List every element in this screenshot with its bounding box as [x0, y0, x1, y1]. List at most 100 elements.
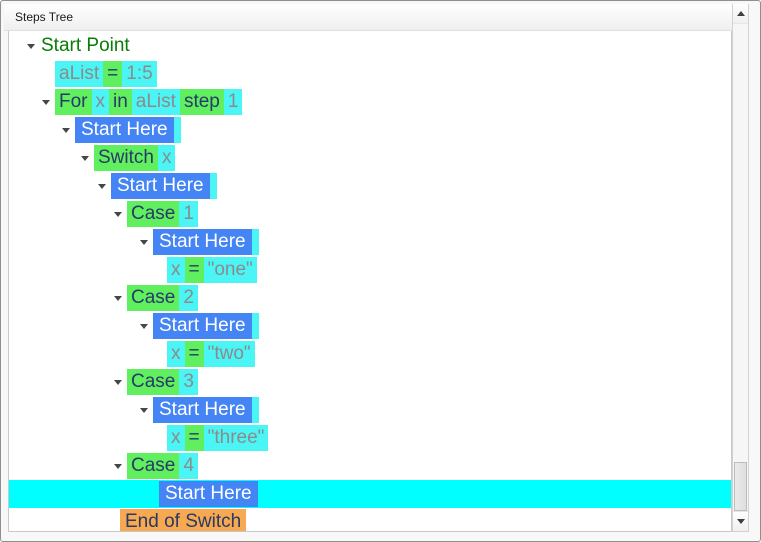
- step-label: aList = 1:5: [55, 61, 157, 87]
- step-label: Start Here: [111, 173, 217, 199]
- expander-down-icon[interactable]: [140, 324, 148, 329]
- token-value: x: [167, 341, 185, 367]
- token-value: 3: [179, 369, 198, 395]
- token-value: 2: [179, 285, 198, 311]
- step-label: Case 2: [127, 285, 198, 311]
- token-value: [251, 229, 259, 255]
- step-label: Start Here: [153, 397, 259, 423]
- tree-item-start-here-case-2[interactable]: Start Here: [9, 312, 731, 340]
- expander-down-icon[interactable]: [114, 464, 122, 469]
- scrollbar-thumb[interactable]: [734, 462, 747, 511]
- expander-down-icon[interactable]: [114, 212, 122, 217]
- tree-item-case-4[interactable]: Case 4: [9, 452, 731, 480]
- token-value: "one": [203, 257, 257, 283]
- expander-down-icon[interactable]: [140, 240, 148, 245]
- token-keyword: =: [184, 425, 204, 451]
- token-value: [209, 173, 217, 199]
- tree-item-for-loop[interactable]: For x in aList step 1: [9, 88, 731, 116]
- expander-down-icon[interactable]: [140, 408, 148, 413]
- token-flow: Start Here: [153, 313, 252, 339]
- token-flow: Start Here: [111, 173, 210, 199]
- step-label: Case 3: [127, 369, 198, 395]
- token-value: [173, 117, 181, 143]
- vertical-scrollbar[interactable]: [732, 4, 749, 532]
- step-label: Start Point: [40, 33, 131, 59]
- tree-item-start-here-switch[interactable]: Start Here: [9, 172, 731, 200]
- tree-item-case-3[interactable]: Case 3: [9, 368, 731, 396]
- token-value: [251, 397, 259, 423]
- tree-item-end-of-switch[interactable]: End of Switch: [9, 508, 731, 531]
- token-keyword: =: [184, 257, 204, 283]
- expander-down-icon[interactable]: [81, 156, 89, 161]
- step-label: x = "three": [167, 425, 269, 451]
- step-label: Start Here: [153, 313, 259, 339]
- token-value: 4: [179, 453, 198, 479]
- tree-item-start-point[interactable]: Start Point: [9, 32, 731, 60]
- panel-title: Steps Tree: [15, 10, 74, 24]
- tree-item-start-here-case-3[interactable]: Start Here: [9, 396, 731, 424]
- tree-item-start-here-case-1[interactable]: Start Here: [9, 228, 731, 256]
- token-keyword: For: [55, 89, 92, 115]
- token-value: x: [167, 257, 185, 283]
- token-value: 1: [223, 89, 243, 115]
- expander-down-icon[interactable]: [114, 380, 122, 385]
- token-keyword: =: [103, 61, 123, 87]
- tree-item-assign-x-two[interactable]: x = "two": [9, 340, 731, 368]
- step-label: Start Here: [75, 117, 181, 143]
- step-label: Case 4: [127, 453, 198, 479]
- token-value: "two": [203, 341, 255, 367]
- scroll-up-icon: [736, 11, 745, 16]
- tree-item-case-2[interactable]: Case 2: [9, 284, 731, 312]
- panel-title-bar: Steps Tree: [4, 4, 732, 31]
- token-keyword: in: [109, 89, 132, 115]
- expander-down-icon[interactable]: [42, 100, 50, 105]
- tree-item-start-here-case-4[interactable]: Start Here: [9, 480, 731, 508]
- token-root: Start Point: [41, 35, 130, 56]
- tree-rows: Start Point aList = 1:5 For x in aList step 1 Star…: [9, 32, 731, 531]
- tree-item-start-here-for[interactable]: Start Here: [9, 116, 731, 144]
- token-flow: Start Here: [159, 481, 258, 507]
- step-label: x = "two": [167, 341, 255, 367]
- scroll-down-icon: [736, 519, 745, 524]
- token-keyword: Case: [127, 201, 180, 227]
- step-label: Switch x: [94, 145, 176, 171]
- token-flow: Start Here: [153, 397, 252, 423]
- step-label: For x in aList step 1: [55, 89, 243, 115]
- token-value: 1:5: [122, 61, 157, 87]
- steps-tree-view[interactable]: Start Point aList = 1:5 For x in aList step 1 Star…: [8, 31, 732, 532]
- tree-item-switch-x[interactable]: Switch x: [9, 144, 731, 172]
- token-value: x: [167, 425, 185, 451]
- tree-item-assign-x-three[interactable]: x = "three": [9, 424, 731, 452]
- tree-item-assign-alist[interactable]: aList = 1:5: [9, 60, 731, 88]
- step-label: x = "one": [167, 257, 257, 283]
- tree-item-case-1[interactable]: Case 1: [9, 200, 731, 228]
- token-value: x: [91, 89, 109, 115]
- token-keyword: Case: [127, 285, 180, 311]
- step-label: Start Here: [159, 481, 258, 507]
- token-flow: Start Here: [75, 117, 174, 143]
- token-value: x: [157, 145, 176, 171]
- token-end: End of Switch: [120, 509, 247, 531]
- token-keyword: Case: [127, 369, 180, 395]
- scroll-down-button[interactable]: [733, 511, 748, 531]
- token-value: aList: [131, 89, 180, 115]
- token-value: 1: [179, 201, 198, 227]
- step-label: Case 1: [127, 201, 198, 227]
- expander-down-icon[interactable]: [98, 184, 106, 189]
- token-flow: Start Here: [153, 229, 252, 255]
- token-keyword: Case: [127, 453, 180, 479]
- expander-down-icon[interactable]: [27, 44, 35, 49]
- token-value: aList: [55, 61, 104, 87]
- tree-item-assign-x-one[interactable]: x = "one": [9, 256, 731, 284]
- token-value: "three": [203, 425, 269, 451]
- token-keyword: step: [179, 89, 224, 115]
- step-label: End of Switch: [120, 509, 247, 531]
- step-label: Start Here: [153, 229, 259, 255]
- expander-down-icon[interactable]: [62, 128, 70, 133]
- expander-down-icon[interactable]: [114, 296, 122, 301]
- token-value: [251, 313, 259, 339]
- token-keyword: =: [184, 341, 204, 367]
- token-keyword: Switch: [94, 145, 158, 171]
- scroll-up-button[interactable]: [733, 4, 748, 24]
